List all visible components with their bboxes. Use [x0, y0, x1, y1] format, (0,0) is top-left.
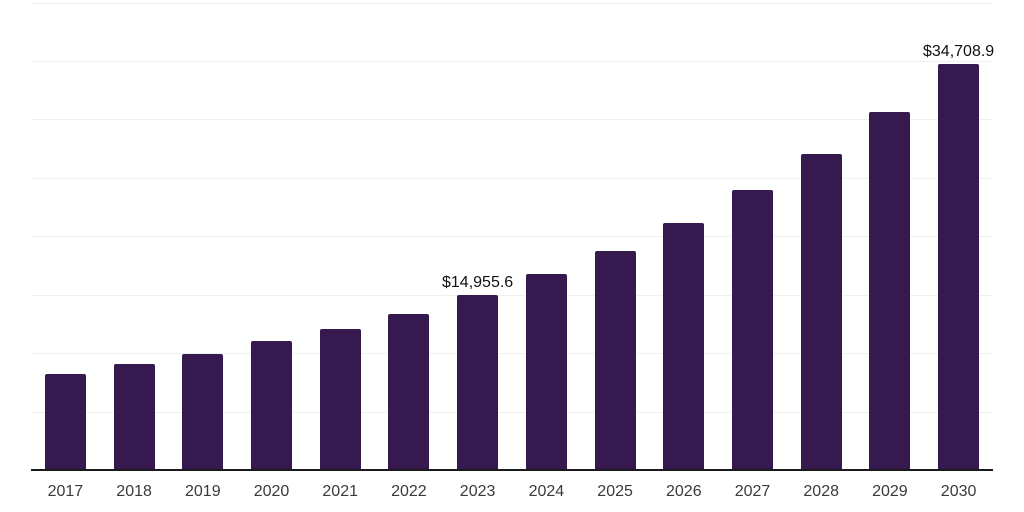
x-axis-label-2030: 2030 — [940, 483, 977, 500]
x-axis-label-2028: 2028 — [803, 483, 839, 500]
bar-2017 — [44, 373, 86, 470]
bar-2020 — [251, 341, 292, 470]
gridline-25000 — [31, 177, 993, 179]
bar-2027 — [732, 190, 773, 470]
x-axis-label-2024: 2024 — [528, 483, 565, 500]
x-axis-label-2027: 2027 — [734, 483, 771, 500]
gridline-20000 — [31, 236, 993, 238]
bar-2026 — [663, 222, 705, 470]
gridline-15000 — [31, 294, 993, 296]
bar-2018 — [113, 363, 155, 470]
bar-2028 — [800, 154, 842, 470]
gridline-30000 — [31, 119, 993, 121]
data-label-2023: $14,955.6 — [442, 274, 514, 292]
bar-2024 — [525, 274, 567, 470]
x-axis-label-2019: 2019 — [185, 483, 221, 500]
x-axis-label-2020: 2020 — [253, 483, 290, 500]
x-axis-label-2017: 2017 — [47, 483, 84, 500]
x-axis-label-2018: 2018 — [116, 483, 152, 500]
bar-2022 — [388, 313, 430, 470]
data-label-2030: $34,708.9 — [923, 43, 995, 61]
bar-2025 — [594, 251, 636, 470]
gridline-5000 — [31, 411, 993, 413]
gridline-40000 — [31, 2, 993, 4]
gridline-10000 — [31, 353, 993, 355]
x-axis-label-2029: 2029 — [872, 483, 908, 500]
x-axis-label-2023: 2023 — [459, 483, 496, 500]
bar-2030 — [938, 64, 980, 470]
bar-2029 — [869, 111, 911, 470]
x-axis-label-2022: 2022 — [391, 483, 427, 500]
bar-2021 — [319, 328, 361, 470]
gridline-35000 — [31, 60, 993, 62]
x-axis-label-2021: 2021 — [322, 483, 358, 500]
bar-2023 — [457, 295, 499, 470]
x-axis-line — [31, 469, 993, 471]
bar-2019 — [182, 353, 224, 470]
x-axis-label-2026: 2026 — [666, 483, 702, 500]
x-axis-label-2025: 2025 — [597, 483, 633, 500]
